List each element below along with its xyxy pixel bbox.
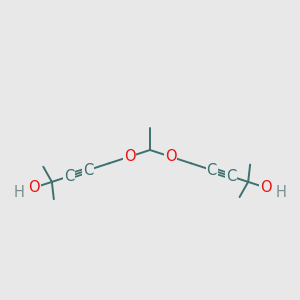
Text: H: H [275, 185, 286, 200]
Text: C: C [226, 169, 236, 184]
Text: C: C [64, 169, 74, 184]
Text: H: H [14, 185, 25, 200]
Text: O: O [165, 149, 176, 164]
Text: O: O [260, 180, 272, 195]
Text: O: O [124, 149, 135, 164]
Text: C: C [83, 163, 94, 178]
Text: O: O [28, 180, 40, 195]
Text: C: C [206, 163, 217, 178]
